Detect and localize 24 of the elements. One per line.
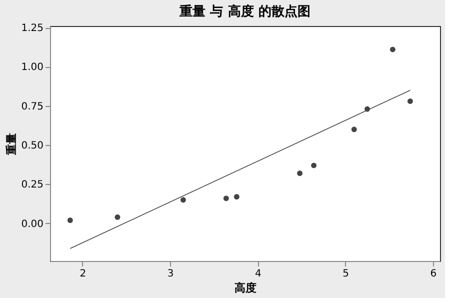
y-tick-label: 1.25 bbox=[21, 23, 44, 34]
point bbox=[407, 98, 413, 104]
point bbox=[311, 162, 317, 168]
point bbox=[297, 170, 303, 176]
point bbox=[351, 126, 357, 132]
point bbox=[114, 214, 120, 220]
point bbox=[180, 197, 186, 203]
point bbox=[223, 196, 229, 202]
x-tick-label: 3 bbox=[167, 268, 174, 280]
y-tick-label: 0.25 bbox=[21, 180, 44, 191]
y-tick-label: 0.00 bbox=[21, 218, 44, 230]
chart-title: 重量 与 高度 的散点图 bbox=[178, 4, 310, 20]
y-tick-label: 1.00 bbox=[21, 62, 44, 74]
y-tick-label: 0.75 bbox=[21, 101, 44, 112]
point bbox=[67, 218, 73, 223]
x-tick-label: 5 bbox=[342, 268, 350, 280]
y-tick-label: 0.50 bbox=[21, 140, 44, 152]
x-axis-title: 高度 bbox=[234, 282, 256, 294]
point bbox=[234, 194, 240, 200]
y-axis-title: 重量 bbox=[5, 133, 18, 156]
x-tick-label: 6 bbox=[430, 268, 437, 280]
x-tick-label: 2 bbox=[80, 268, 86, 280]
point bbox=[390, 46, 396, 52]
x-tick-label: 4 bbox=[255, 268, 262, 280]
